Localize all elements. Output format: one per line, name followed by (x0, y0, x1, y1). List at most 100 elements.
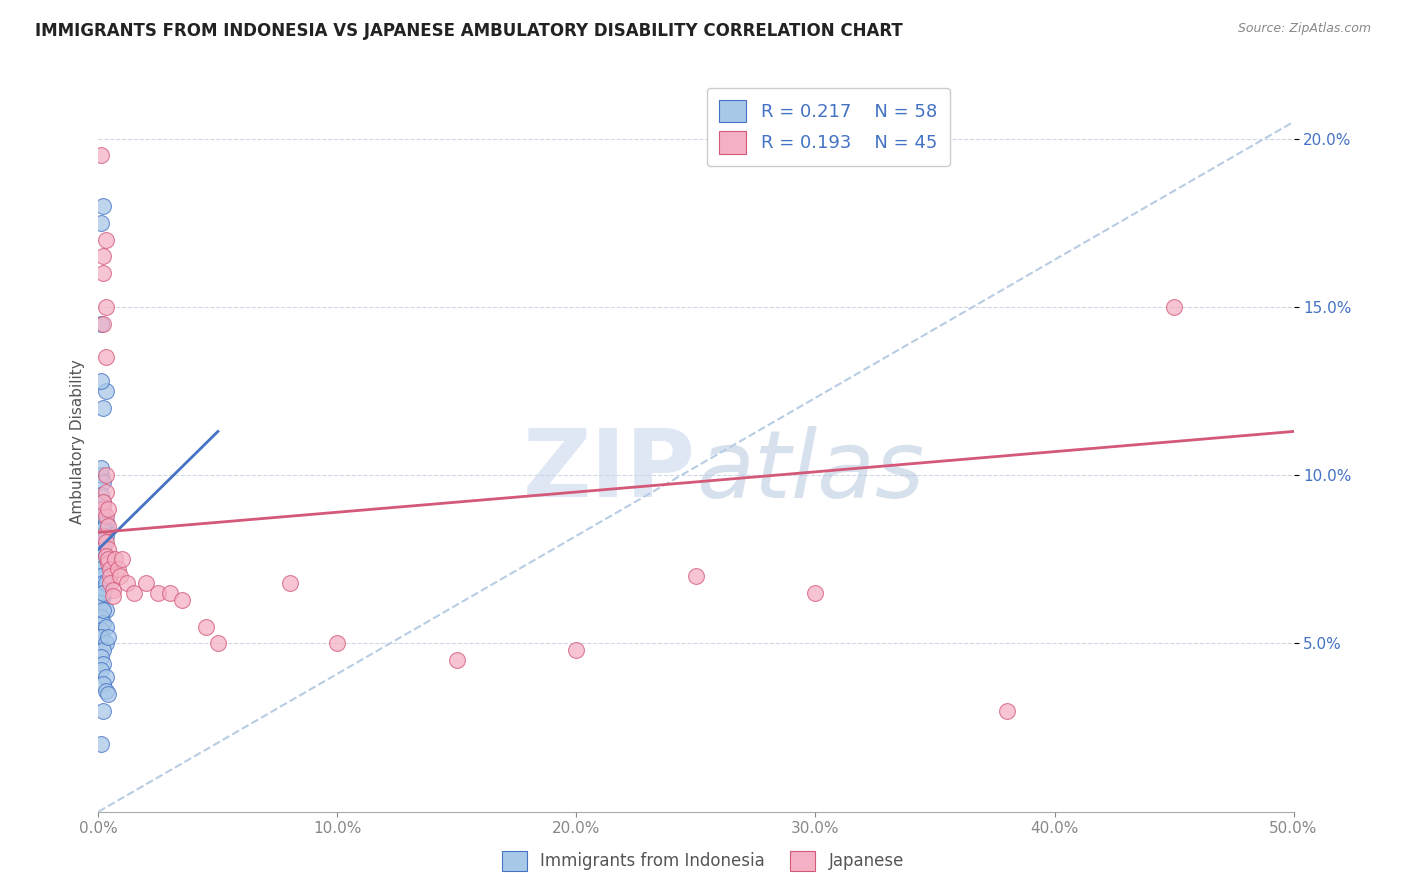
Point (90, 649, 112, 664)
Point (195, 619, 218, 633)
Point (101, 582, 124, 597)
Text: ZIP: ZIP (523, 425, 696, 517)
Point (90, 562, 112, 576)
Point (565, 643, 588, 657)
Point (91, 542, 114, 557)
Point (97, 687, 120, 701)
Legend: R = 0.217    N = 58, R = 0.193    N = 45: R = 0.217 N = 58, R = 0.193 N = 45 (707, 87, 950, 166)
Point (94, 233, 117, 247)
Point (685, 569, 707, 583)
Point (326, 636, 349, 650)
Point (207, 636, 229, 650)
Point (90, 317, 112, 331)
Point (91, 475, 114, 489)
Point (446, 653, 468, 667)
Point (94, 485, 117, 500)
Point (995, 704, 1018, 718)
Point (159, 586, 181, 600)
Point (91, 586, 114, 600)
Point (97, 556, 120, 570)
Point (90, 630, 112, 644)
Point (90, 216, 112, 230)
Y-axis label: Ambulatory Disability: Ambulatory Disability (69, 359, 84, 524)
Point (91, 516, 114, 530)
Point (91, 508, 114, 523)
Point (172, 592, 194, 607)
Text: atlas: atlas (696, 425, 924, 516)
Point (804, 586, 827, 600)
Legend: Immigrants from Indonesia, Japanese: Immigrants from Indonesia, Japanese (494, 842, 912, 880)
Point (97, 542, 120, 557)
Point (90, 501, 112, 516)
Point (90, 488, 112, 502)
Point (97, 518, 120, 533)
Point (90, 461, 112, 475)
Point (97, 552, 120, 566)
Point (91, 556, 114, 570)
Point (91, 590, 114, 604)
Text: Source: ZipAtlas.com: Source: ZipAtlas.com (1237, 22, 1371, 36)
Point (91, 586, 114, 600)
Point (91, 529, 114, 543)
Point (91, 495, 114, 509)
Point (90, 664, 112, 678)
Point (90, 501, 112, 516)
Point (101, 590, 124, 604)
Point (1163, 300, 1185, 314)
Point (94, 670, 117, 684)
Point (94, 535, 117, 549)
Point (94, 300, 117, 314)
Point (91, 522, 114, 536)
Point (91, 603, 114, 617)
Point (90, 569, 112, 583)
Point (91, 266, 114, 280)
Point (91, 199, 114, 213)
Point (94, 522, 117, 536)
Point (91, 542, 114, 557)
Point (90, 374, 112, 388)
Point (90, 535, 112, 549)
Text: IMMIGRANTS FROM INDONESIA VS JAPANESE AMBULATORY DISABILITY CORRELATION CHART: IMMIGRANTS FROM INDONESIA VS JAPANESE AM… (35, 22, 903, 40)
Point (90, 596, 112, 610)
Point (90, 623, 112, 637)
Point (94, 575, 117, 590)
Point (91, 401, 114, 415)
Point (90, 609, 112, 624)
Point (90, 562, 112, 576)
Point (94, 351, 117, 365)
Point (90, 556, 112, 570)
Point (97, 501, 120, 516)
Point (98, 569, 122, 583)
Point (111, 552, 134, 566)
Point (94, 603, 117, 617)
Point (94, 516, 117, 530)
Point (91, 657, 114, 671)
Point (90, 738, 112, 752)
Point (108, 569, 131, 583)
Point (94, 468, 117, 483)
Point (135, 575, 157, 590)
Point (94, 549, 117, 563)
Point (278, 575, 301, 590)
Point (91, 495, 114, 509)
Point (94, 636, 117, 650)
Point (124, 586, 146, 600)
Point (90, 582, 112, 597)
Point (91, 575, 114, 590)
Point (115, 575, 138, 590)
Point (98, 562, 122, 576)
Point (90, 529, 112, 543)
Point (97, 630, 120, 644)
Point (98, 575, 122, 590)
Point (90, 552, 112, 566)
Point (91, 677, 114, 691)
Point (104, 552, 127, 566)
Point (90, 468, 112, 483)
Point (91, 643, 114, 657)
Point (94, 508, 117, 523)
Point (91, 616, 114, 631)
Point (90, 148, 112, 162)
Point (91, 317, 114, 331)
Point (148, 586, 170, 600)
Point (91, 249, 114, 264)
